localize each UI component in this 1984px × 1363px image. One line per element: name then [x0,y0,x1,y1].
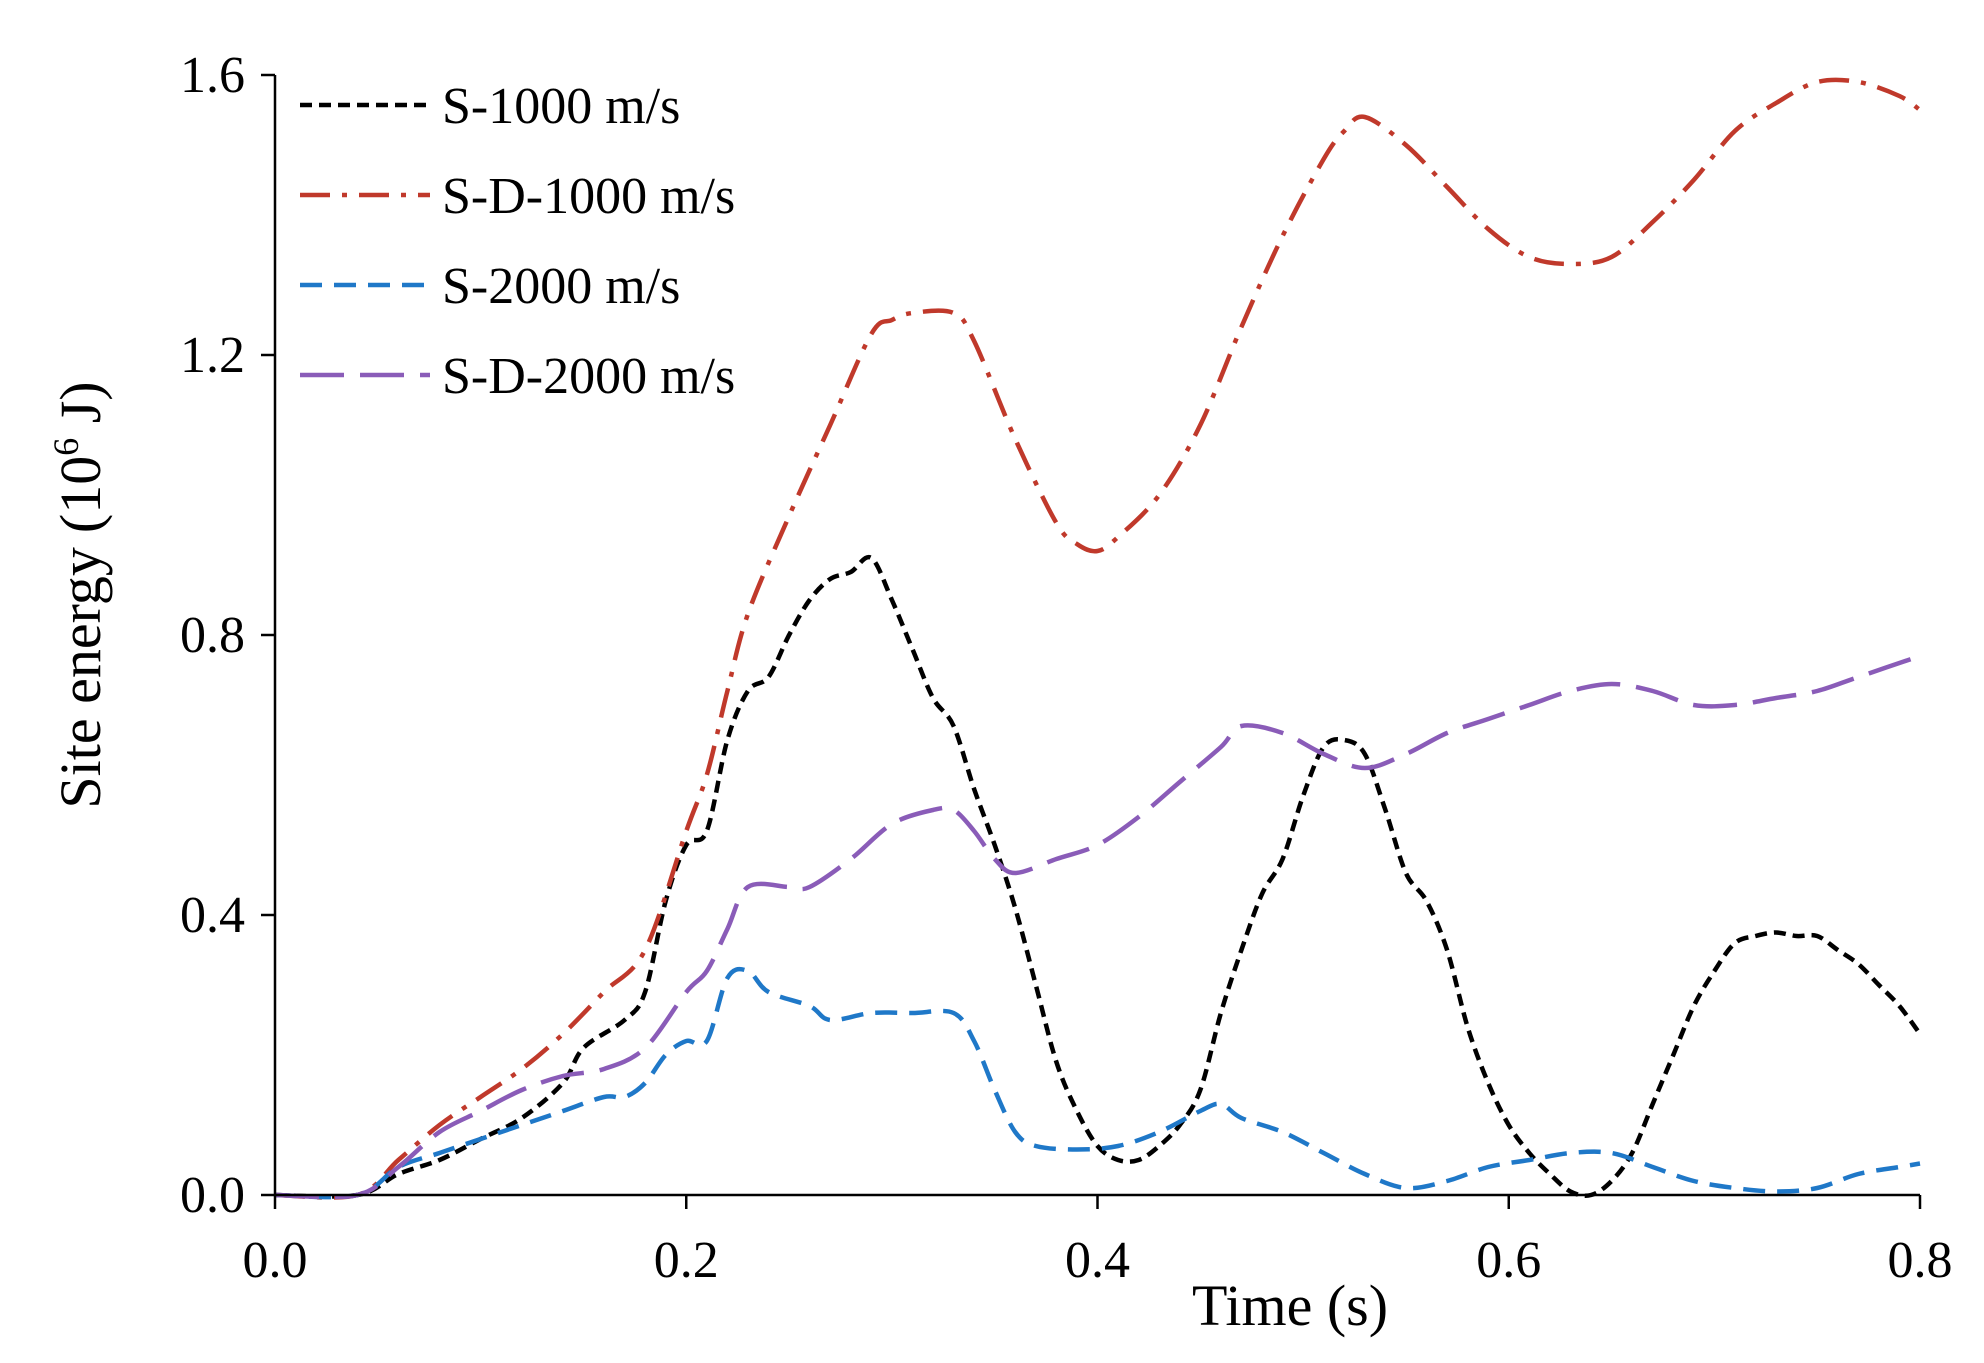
series-line-s-d-1000-m-s [274,77,1922,1200]
legend: S-1000 m/s S-D-1000 m/s S-2000 m/s S-D-2000… [300,78,735,405]
x-tick-label: 0.4 [1065,1232,1130,1289]
y-axis-title-text: Site energy [48,547,113,808]
x-axis-ticks: 0.0 0.2 0.4 0.6 0.8 [243,1195,1953,1289]
y-tick-label: 0.4 [180,887,245,944]
y-tick-label: 1.2 [180,327,245,384]
legend-label-s-2000-m-s: S-2000 m/s [442,258,680,315]
x-axis-title: Time (s) [1192,1273,1388,1338]
x-tick-label: 0.6 [1476,1232,1541,1289]
y-axis-title-unit: (10 [48,456,113,533]
y-tick-label: 0.0 [180,1167,245,1224]
legend-label-s-d-1000-m-s: S-D-1000 m/s [442,168,735,225]
plot-lines [274,77,1922,1200]
y-axis-ticks: 0.0 0.4 0.8 1.2 1.6 [180,47,275,1224]
series-line-s-1000-m-s [274,554,1922,1199]
x-tick-label: 0.2 [654,1232,719,1289]
y-tick-label: 1.6 [180,47,245,104]
y-tick-label: 0.8 [180,607,245,664]
legend-label-s-d-2000-m-s: S-D-2000 m/s [442,348,735,405]
y-axis-title-exponent: 6 [46,438,86,456]
series-line-s-d-2000-m-s [274,653,1921,1200]
y-axis-title: Site energy (106 J) [46,381,113,808]
x-tick-label: 0.8 [1888,1232,1953,1289]
series-line-s-2000-m-s [274,966,1921,1200]
legend-label-s-1000-m-s: S-1000 m/s [442,78,680,135]
y-axis-title-unit-end: J) [48,381,113,437]
x-tick-label: 0.0 [243,1232,308,1289]
